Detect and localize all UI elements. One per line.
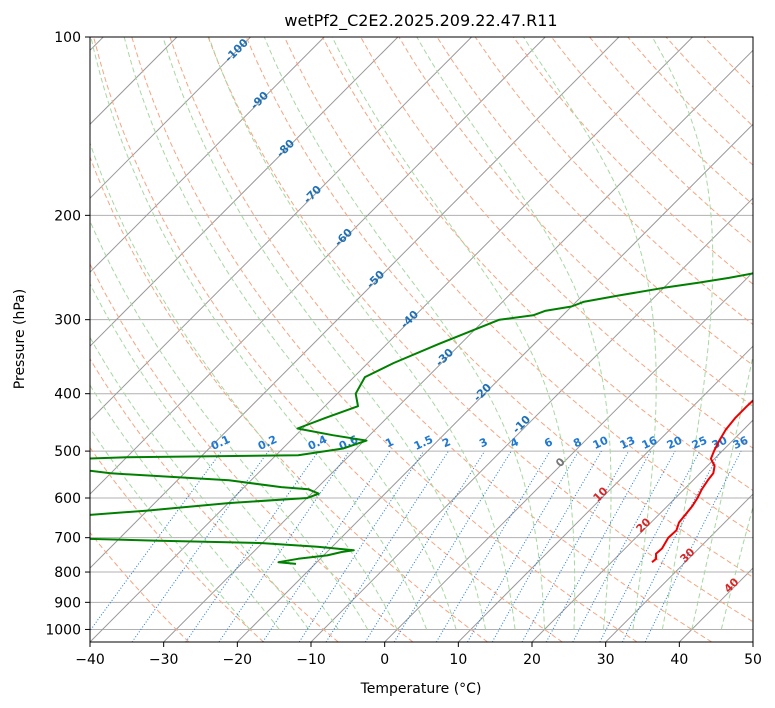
mixing-ratio-label: 30 bbox=[710, 434, 730, 452]
x-tick-label: 0 bbox=[380, 652, 389, 668]
dry-adiabat-line bbox=[436, 37, 753, 366]
dry-adiabat-line bbox=[90, 155, 488, 642]
x-tick-label: 50 bbox=[744, 652, 762, 668]
axes-layer: −40 −30 −20 −10 0 10 20 30 40 50 1000 900 800 700 600 5… bbox=[45, 30, 762, 668]
isotherm-line bbox=[163, 49, 753, 642]
mixing-ratio-line bbox=[298, 450, 425, 642]
mixing-ratio-line bbox=[521, 450, 630, 642]
dry-adiabat-line bbox=[207, 37, 753, 623]
mixing-ratio-line bbox=[364, 450, 486, 642]
x-tick-label: 20 bbox=[523, 652, 541, 668]
mixing-ratio-label: 25 bbox=[690, 434, 709, 452]
moist-adiabat-line bbox=[691, 353, 753, 630]
reference-lines-layer bbox=[90, 37, 753, 642]
isotherm-line bbox=[90, 37, 399, 347]
moist-adiabat-line bbox=[263, 37, 545, 630]
x-tick-label: 40 bbox=[670, 652, 688, 668]
moist-adiabat-line bbox=[651, 37, 714, 630]
temperature-profile-line bbox=[651, 399, 753, 563]
mixing-ratio-label: 13 bbox=[618, 434, 637, 452]
isotherm-line bbox=[531, 419, 753, 642]
x-tick-label: 30 bbox=[597, 652, 615, 668]
moist-adiabat-line bbox=[720, 504, 753, 630]
mixing-ratio-line bbox=[393, 450, 512, 642]
x-axis-title: Temperature (°C) bbox=[360, 681, 482, 697]
x-tick-label: −40 bbox=[75, 652, 105, 668]
moist-adiabat-line bbox=[416, 37, 612, 630]
dry-adiabat-line bbox=[322, 37, 753, 492]
mixing-ratio-label: 20 bbox=[665, 434, 685, 452]
mixing-ratio-line bbox=[325, 450, 449, 642]
dry-adiabat-line bbox=[90, 446, 264, 642]
dry-adiabat-line bbox=[169, 37, 712, 642]
dry-adiabat-line bbox=[93, 37, 563, 642]
mixing-ratio-line bbox=[435, 450, 551, 642]
isotherm-line bbox=[90, 37, 251, 199]
plot-background bbox=[90, 37, 753, 642]
dry-adiabat-line bbox=[283, 37, 753, 535]
x-tick-label: −10 bbox=[296, 652, 326, 668]
y-tick-label: 300 bbox=[54, 313, 81, 329]
chart-title: wetPf2_C2E2.2025.209.22.47.R11 bbox=[284, 11, 557, 31]
isotherm-line bbox=[605, 493, 753, 642]
y-tick-label: 900 bbox=[54, 595, 81, 611]
y-tick-label: 200 bbox=[54, 208, 81, 224]
plot-frame bbox=[89, 36, 754, 643]
profiles-layer bbox=[90, 272, 753, 565]
moist-adiabat-line bbox=[123, 37, 457, 630]
y-tick-label: 700 bbox=[54, 531, 81, 547]
y-tick-label: 100 bbox=[54, 30, 81, 46]
y-tick-label: 600 bbox=[54, 491, 81, 507]
moist-adiabat-line bbox=[90, 219, 369, 630]
moist-adiabat-line bbox=[208, 37, 516, 630]
moist-adiabat-line bbox=[90, 336, 310, 630]
isotherm-line bbox=[90, 37, 620, 569]
dry-adiabat-line bbox=[90, 531, 190, 642]
moist-adiabat-line bbox=[90, 37, 428, 630]
isotherm-line bbox=[384, 271, 753, 642]
dry-adiabat-line bbox=[360, 37, 753, 449]
moist-adiabat-line bbox=[90, 141, 398, 630]
y-tick-label: 400 bbox=[54, 387, 81, 403]
isotherm-line bbox=[236, 123, 753, 642]
mixing-ratio-line bbox=[599, 450, 701, 642]
mixing-ratio-line bbox=[262, 450, 391, 642]
mixing-ratio-line bbox=[90, 450, 223, 632]
y-tick-label: 800 bbox=[54, 565, 81, 581]
mixing-ratio-line bbox=[467, 450, 580, 642]
dewpoint-profile-line bbox=[90, 272, 753, 565]
isotherm-line bbox=[90, 37, 325, 273]
isotherm-line bbox=[90, 37, 472, 421]
x-tick-label: 10 bbox=[449, 652, 467, 668]
isotherm-line bbox=[90, 37, 546, 495]
moist-adiabat-line bbox=[90, 282, 339, 630]
moist-adiabat-line bbox=[162, 37, 487, 630]
mixing-ratio-line bbox=[621, 450, 721, 642]
dry-adiabat-line bbox=[90, 262, 414, 642]
y-axis-title: Pressure (hPa) bbox=[12, 289, 28, 389]
moist-adiabat-line bbox=[522, 37, 657, 630]
y-tick-label: 1000 bbox=[45, 622, 81, 638]
mixing-ratio-label: 16 bbox=[640, 434, 660, 452]
mixing-ratio-label: 10 bbox=[591, 434, 611, 452]
dry-adiabat-line bbox=[90, 357, 339, 642]
mixing-ratio-label: 36 bbox=[731, 434, 751, 452]
grid-layer bbox=[90, 37, 753, 642]
moist-adiabat-line bbox=[331, 37, 576, 630]
dry-adiabat-line bbox=[512, 37, 753, 285]
x-tick-label: −20 bbox=[223, 652, 253, 668]
isotherm-line bbox=[457, 345, 753, 642]
x-tick-label: −30 bbox=[149, 652, 179, 668]
y-tick-label: 500 bbox=[54, 444, 81, 460]
